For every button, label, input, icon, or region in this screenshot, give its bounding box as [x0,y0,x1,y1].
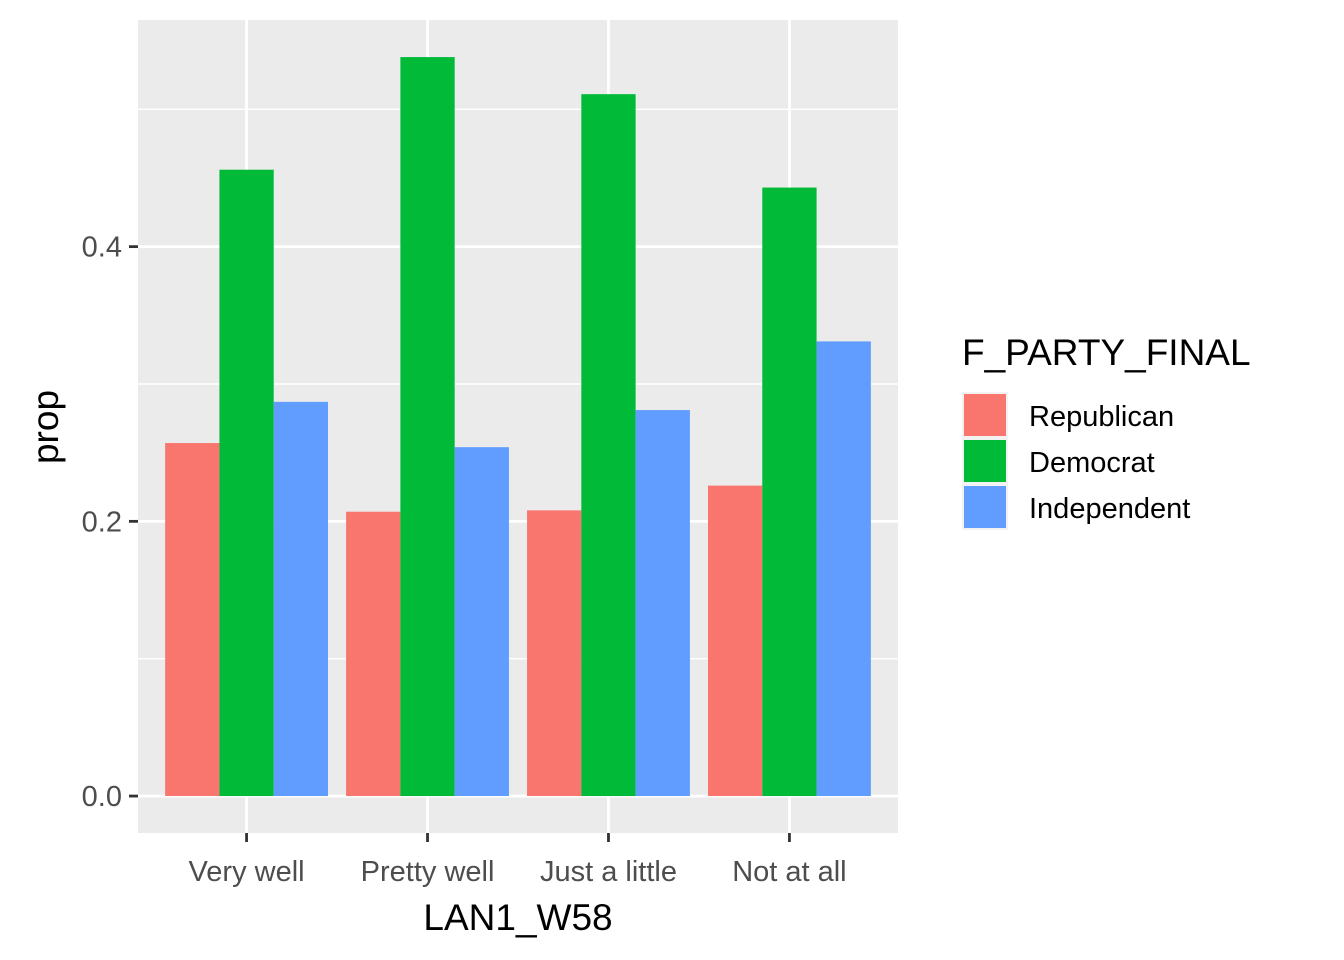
bar-democrat-2 [400,57,455,797]
x-tick-label: Not at all [732,856,846,888]
x-tick-label: Pretty well [361,856,495,888]
bar-democrat-3 [581,94,636,797]
bars [165,57,871,797]
legend-title: F_PARTY_FINAL [962,332,1251,373]
bar-republican-1 [165,443,220,797]
y-axis: 0.0 0.2 0.4 [82,232,138,813]
bar-independent-2 [454,447,509,797]
legend-label-independent: Independent [1029,493,1190,525]
x-axis: Very well Pretty well Just a little Not at … [189,833,847,888]
bar-republican-2 [346,511,401,797]
bar-democrat-4 [762,187,817,797]
bar-independent-4 [816,341,871,797]
legend-swatch-republican [964,394,1006,436]
legend-label-republican: Republican [1029,401,1174,433]
y-tick-label: 0.2 [82,506,122,538]
x-axis-title: LAN1_W58 [423,897,612,938]
bar-democrat-1 [219,169,274,797]
legend-swatch-independent [964,486,1006,528]
legend: F_PARTY_FINAL Republican Democrat Independ… [962,332,1251,530]
x-tick-label: Just a little [540,856,677,888]
y-tick-label: 0.0 [82,781,122,813]
legend-label-democrat: Democrat [1029,447,1155,479]
y-axis-title: prop [25,390,66,464]
bar-republican-3 [527,510,582,797]
bar-republican-4 [708,485,763,797]
legend-swatch-democrat [964,440,1006,482]
bar-independent-3 [635,410,690,797]
y-tick-label: 0.4 [82,232,122,264]
x-tick-label: Very well [189,856,305,888]
bar-independent-1 [273,401,328,797]
